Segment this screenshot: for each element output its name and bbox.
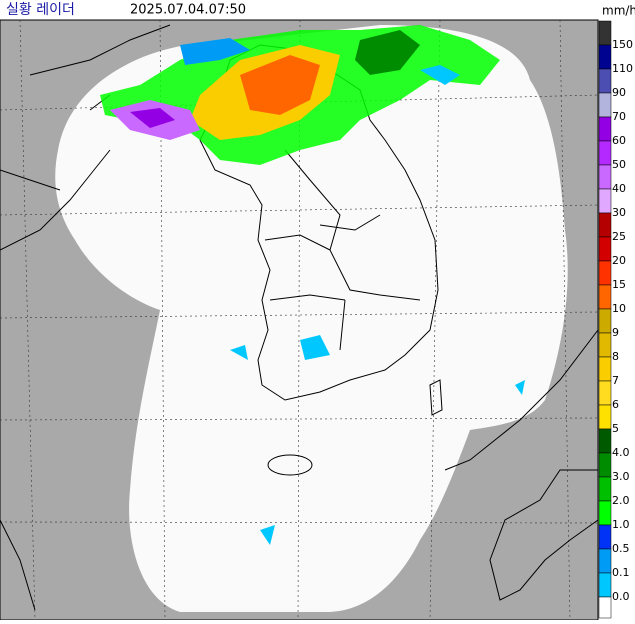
- legend-label: 9: [612, 326, 619, 339]
- legend-swatch: [598, 140, 612, 166]
- legend-label: 50: [612, 158, 626, 171]
- legend-swatch: [598, 308, 612, 334]
- legend-swatch: [598, 20, 612, 46]
- legend-swatch: [598, 380, 612, 406]
- legend-label: 40: [612, 182, 626, 195]
- title: 실황 레이더: [6, 2, 75, 18]
- legend-swatch: [598, 452, 612, 478]
- legend-swatch: [598, 356, 612, 382]
- legend-label: 0.0: [612, 590, 630, 603]
- legend-swatch: [598, 236, 612, 262]
- map: [0, 19, 599, 621]
- legend-swatch: [598, 428, 612, 454]
- legend-label: 110: [612, 62, 633, 75]
- legend-label: 6: [612, 398, 619, 411]
- legend-label: 0.1: [612, 566, 630, 579]
- legend-swatch: [598, 548, 612, 574]
- legend-swatch: [598, 260, 612, 286]
- legend-swatch: [598, 476, 612, 502]
- legend-swatch: [598, 188, 612, 214]
- legend-label: 10: [612, 302, 626, 315]
- legend-label: 0.5: [612, 542, 630, 555]
- legend-swatch: [598, 92, 612, 118]
- legend-swatch: [598, 572, 612, 598]
- unit: mm/h: [602, 4, 635, 18]
- legend-swatch: [598, 500, 612, 526]
- legend-label: 90: [612, 86, 626, 99]
- legend-label: 25: [612, 230, 626, 243]
- legend-swatch: [598, 332, 612, 358]
- legend-swatch: [598, 68, 612, 94]
- legend-label: 7: [612, 374, 619, 387]
- legend-label: 4.0: [612, 446, 630, 459]
- legend-label: 60: [612, 134, 626, 147]
- legend-swatch: [598, 44, 612, 70]
- legend-swatch: [598, 404, 612, 430]
- legend-swatch: [598, 212, 612, 238]
- legend-swatch: [598, 116, 612, 142]
- legend-label: 8: [612, 350, 619, 363]
- legend: 150 110 90 70 60 50 40 30 25 20 15 10 9 8 7 6 5 4.0 3.0 2.0…: [598, 20, 633, 619]
- legend-label: 3.0: [612, 470, 630, 483]
- legend-label: 5: [612, 422, 619, 435]
- rain-echo: [100, 25, 525, 545]
- legend-swatch: [598, 284, 612, 310]
- legend-label: 15: [612, 278, 626, 291]
- legend-swatch: [598, 524, 612, 550]
- legend-label: 1.0: [612, 518, 630, 531]
- legend-label: 20: [612, 254, 626, 267]
- legend-label: 2.0: [612, 494, 630, 507]
- timestamp: 2025.07.04.07:50: [130, 3, 246, 18]
- legend-label: 70: [612, 110, 626, 123]
- legend-swatch: [598, 164, 612, 190]
- legend-label: 150: [612, 38, 633, 51]
- legend-label: 30: [612, 206, 626, 219]
- legend-swatch: [598, 596, 612, 619]
